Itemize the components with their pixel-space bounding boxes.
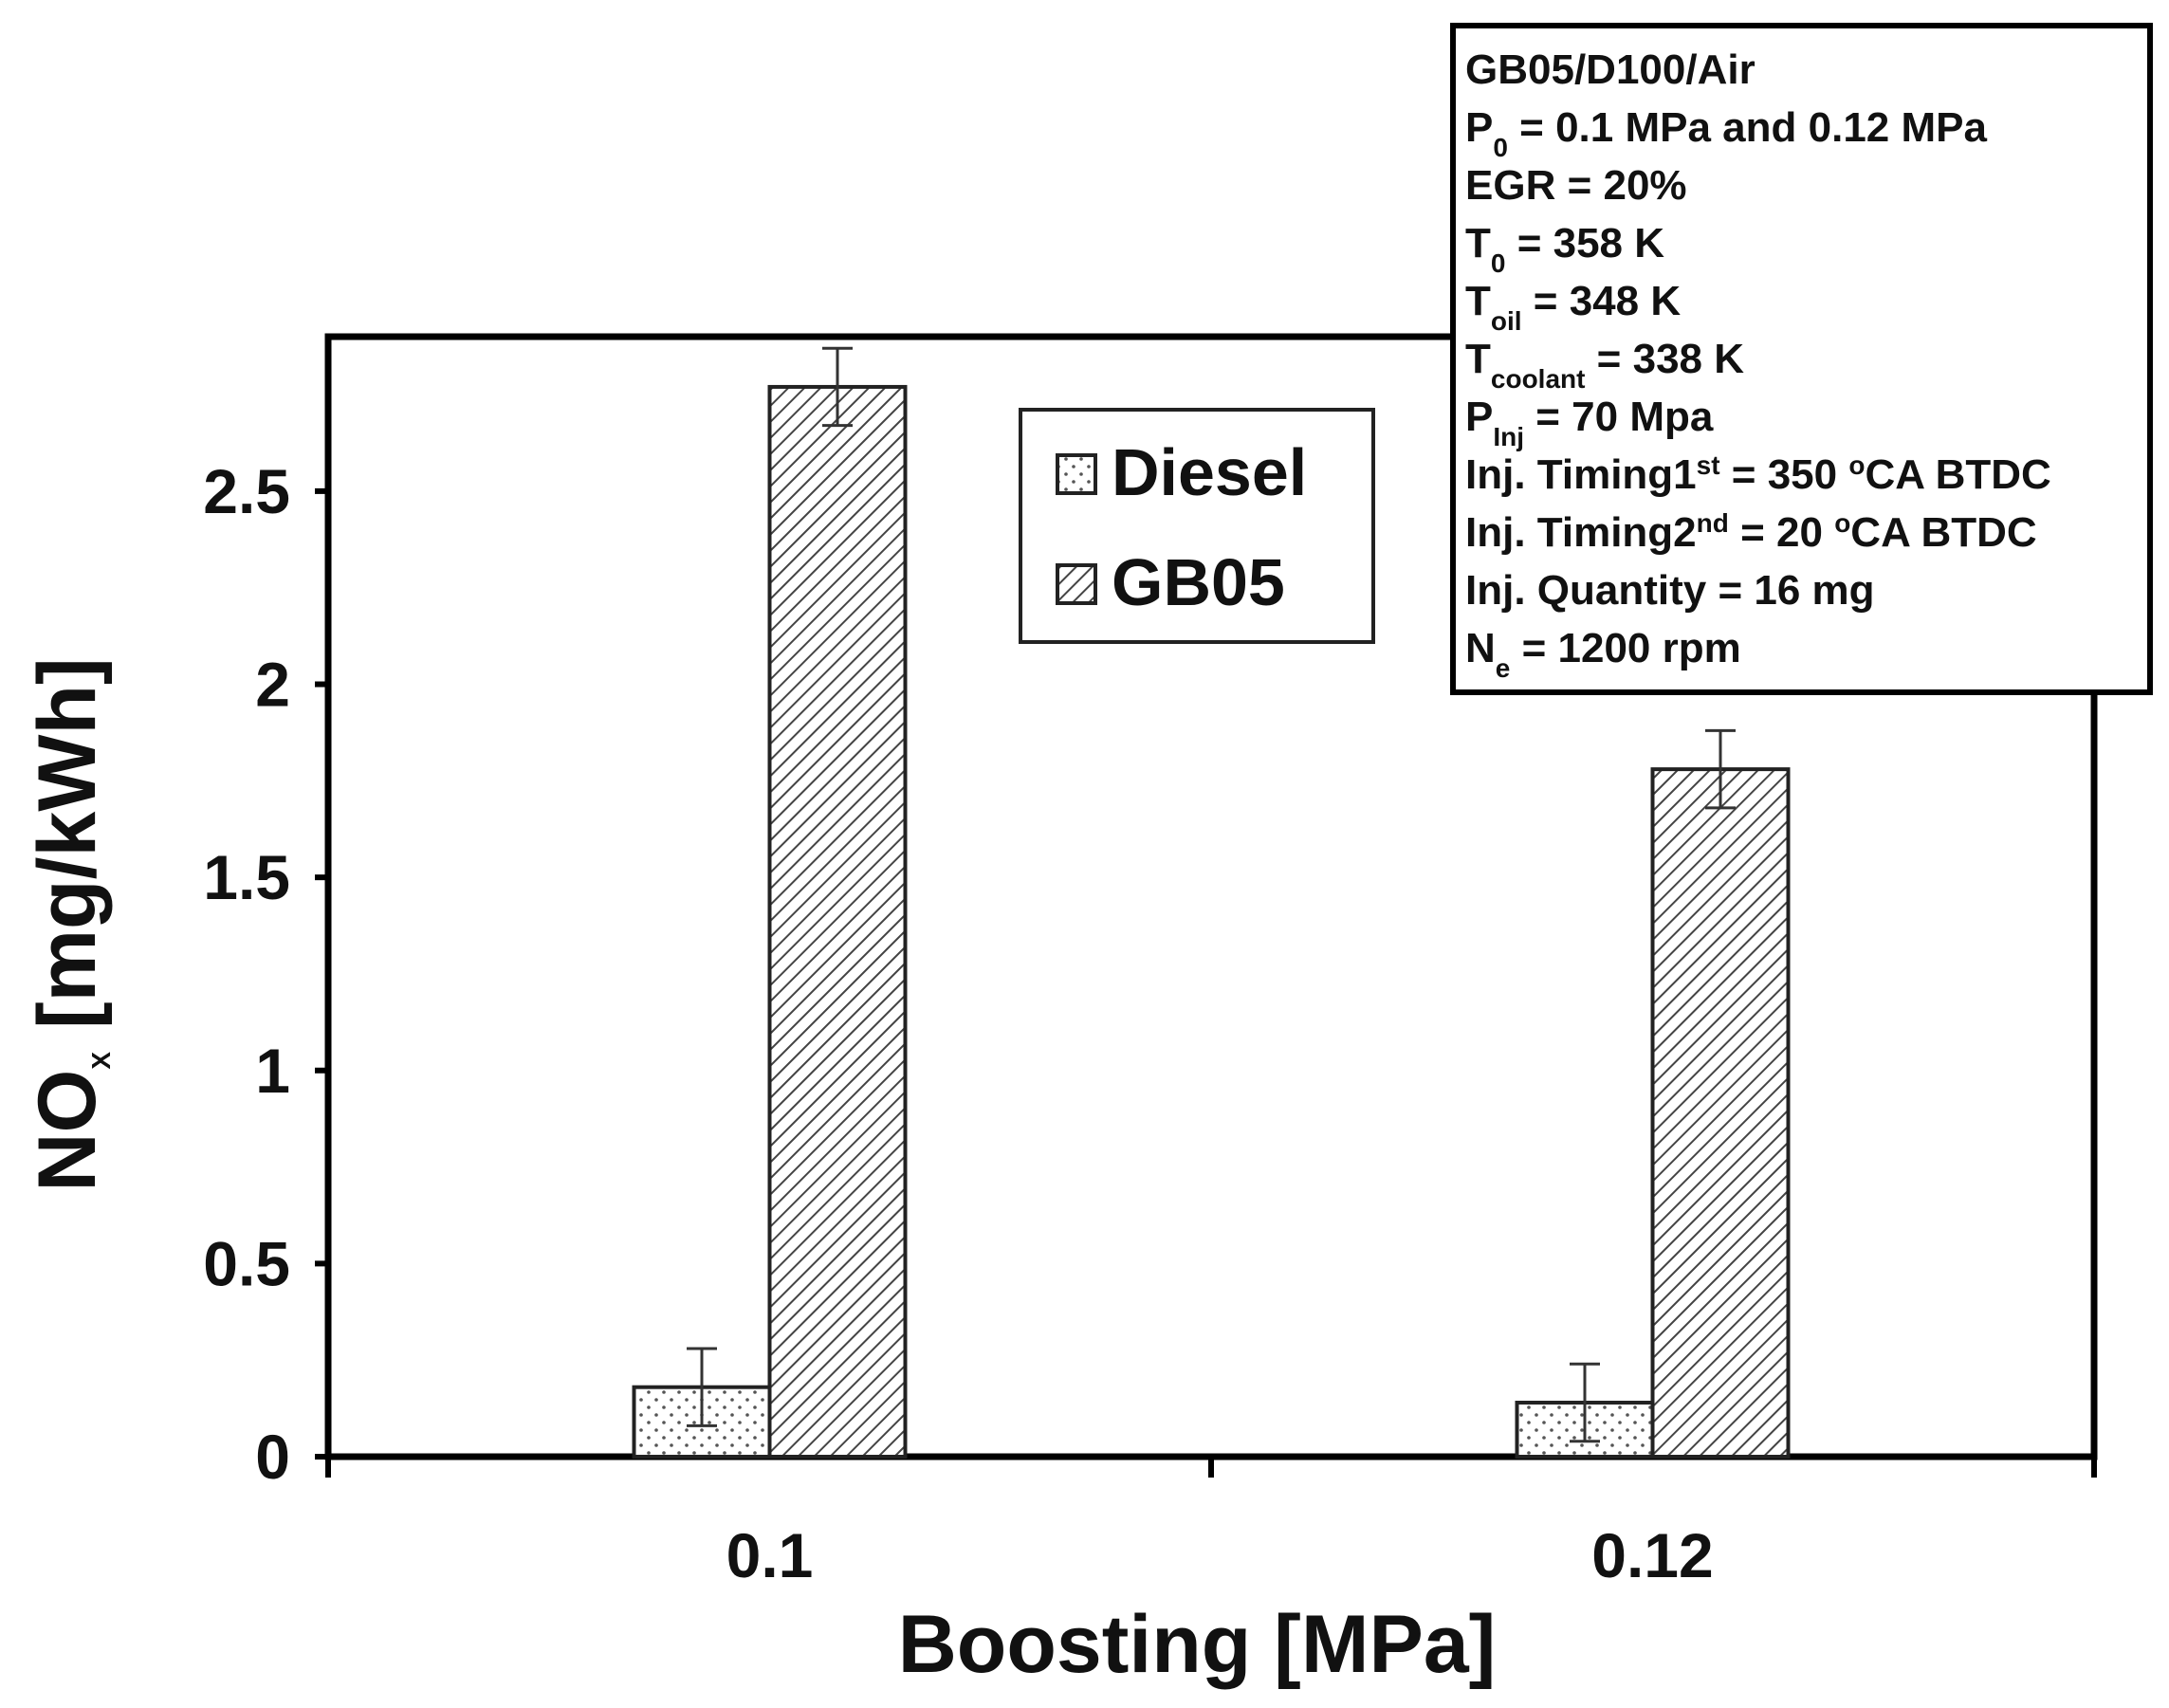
y-axis-label: NOX [mg/kWh] [22,657,116,1191]
info-line: Ne = 1200 rpm [1465,625,1741,683]
error-bars [687,346,1736,1443]
info-line: Inj. Quantity = 16 mg [1465,567,1875,614]
y-tick-label: 2 [255,650,290,720]
y-tick-label: 1 [255,1036,290,1106]
legend-label-diesel: Diesel [1112,435,1307,509]
y-tick-label: 2.5 [203,456,290,526]
info-box-border [1450,23,2153,695]
y-tick-label: 0.5 [203,1228,290,1298]
info-line: Toil = 348 K [1465,278,1681,336]
y-axis: 0 0.5 1 1.5 2 2.5 [203,456,328,1492]
x-tick-label: 0.12 [1591,1520,1713,1590]
x-axis-label: Boosting [MPa] [898,1599,1497,1690]
legend-swatch-gb05 [1056,563,1097,605]
y-tick-label: 0 [255,1422,290,1492]
x-tick-label: 0.1 [726,1520,814,1590]
info-line: T0 = 358 K [1465,220,1664,278]
info-line: P0 = 0.1 MPa and 0.12 MPa [1465,104,1987,162]
legend-label-gb05: GB05 [1112,545,1285,619]
bar-gb05-0.12 [1650,767,1791,1459]
legend: Diesel GB05 [1019,408,1375,644]
conditions-info-box: GB05/D100/Air P0 = 0.1 MPa and 0.12 MPaEG… [1450,23,2153,695]
info-line: Tcoolant = 338 K [1465,336,1744,394]
y-tick-label: 1.5 [203,842,290,912]
info-line: Inj. Timing2nd = 20 oCA BTDC [1465,508,2037,557]
x-axis: 0.1 0.12 [325,1457,2097,1590]
info-line: PInj = 70 Mpa [1465,394,1714,451]
info-line: EGR = 20% [1465,162,1687,209]
info-line: Inj. Timing1st = 350 oCA BTDC [1465,450,2051,499]
legend-swatch-diesel [1056,453,1097,495]
bar-gb05-0.1 [767,384,908,1459]
info-line: GB05/D100/Air [1465,46,1755,93]
